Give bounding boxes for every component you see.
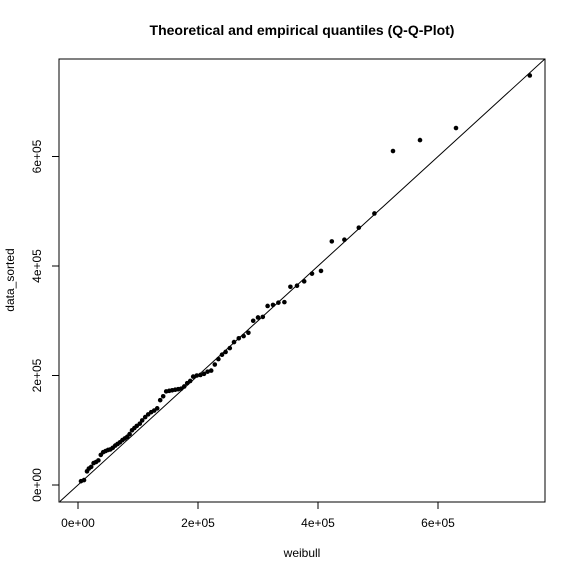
- data-point: [288, 284, 293, 290]
- data-point: [198, 372, 203, 378]
- x-tick-label: 4e+05: [301, 516, 335, 530]
- data-point: [201, 371, 207, 377]
- data-point: [137, 421, 143, 426]
- data-point: [241, 333, 246, 339]
- y-axis: 0e+00 2e+05 4e+05 6e+05: [30, 139, 60, 502]
- data-point: [301, 279, 307, 284]
- data-point: [139, 418, 145, 423]
- data-point: [246, 330, 251, 336]
- data-point: [309, 271, 315, 276]
- data-point: [236, 335, 242, 341]
- y-tick-label: 6e+05: [30, 139, 44, 173]
- data-point: [212, 362, 218, 367]
- data-point: [223, 349, 228, 355]
- y-tick-label: 0e+00: [30, 468, 44, 502]
- data-point: [187, 378, 193, 384]
- data-point: [265, 303, 270, 309]
- y-axis-label: data_sorted: [3, 248, 17, 311]
- x-axis-label: weibull: [283, 546, 321, 560]
- data-point: [318, 268, 324, 274]
- data-point: [417, 137, 423, 143]
- data-point: [160, 394, 166, 399]
- data-point: [142, 414, 148, 420]
- data-point: [329, 239, 335, 244]
- data-point: [88, 464, 94, 470]
- data-point: [208, 368, 214, 373]
- data-point: [294, 283, 300, 289]
- data-point: [231, 339, 237, 345]
- data-point: [81, 477, 87, 483]
- data-point: [205, 369, 210, 374]
- data-point: [255, 315, 261, 320]
- data-point: [527, 73, 533, 78]
- data-points: [78, 73, 533, 484]
- x-tick-label: 0e+00: [61, 516, 95, 530]
- data-point: [276, 300, 281, 305]
- data-point: [270, 302, 276, 308]
- y-tick-label: 4e+05: [30, 249, 44, 283]
- data-point: [216, 356, 221, 362]
- data-point: [453, 125, 459, 131]
- x-axis: 0e+00 2e+05 4e+05 6e+05: [61, 501, 455, 530]
- data-point: [227, 345, 233, 351]
- y-tick-label: 2e+05: [30, 358, 44, 392]
- data-point: [390, 148, 396, 154]
- data-point: [127, 431, 132, 437]
- data-point: [190, 374, 196, 379]
- data-point: [282, 299, 287, 305]
- x-tick-label: 2e+05: [181, 516, 215, 530]
- data-point: [342, 237, 347, 243]
- data-point: [356, 225, 362, 230]
- x-tick-label: 6e+05: [421, 516, 455, 530]
- data-point: [372, 211, 377, 216]
- data-point: [194, 373, 200, 378]
- data-point: [96, 458, 101, 463]
- data-point: [260, 314, 266, 320]
- data-point: [154, 406, 160, 411]
- data-point: [157, 397, 163, 403]
- chart-title: Theoretical and empirical quantiles (Q-Q…: [150, 22, 455, 38]
- data-point: [250, 318, 256, 324]
- data-point: [181, 384, 187, 389]
- data-point: [219, 352, 225, 357]
